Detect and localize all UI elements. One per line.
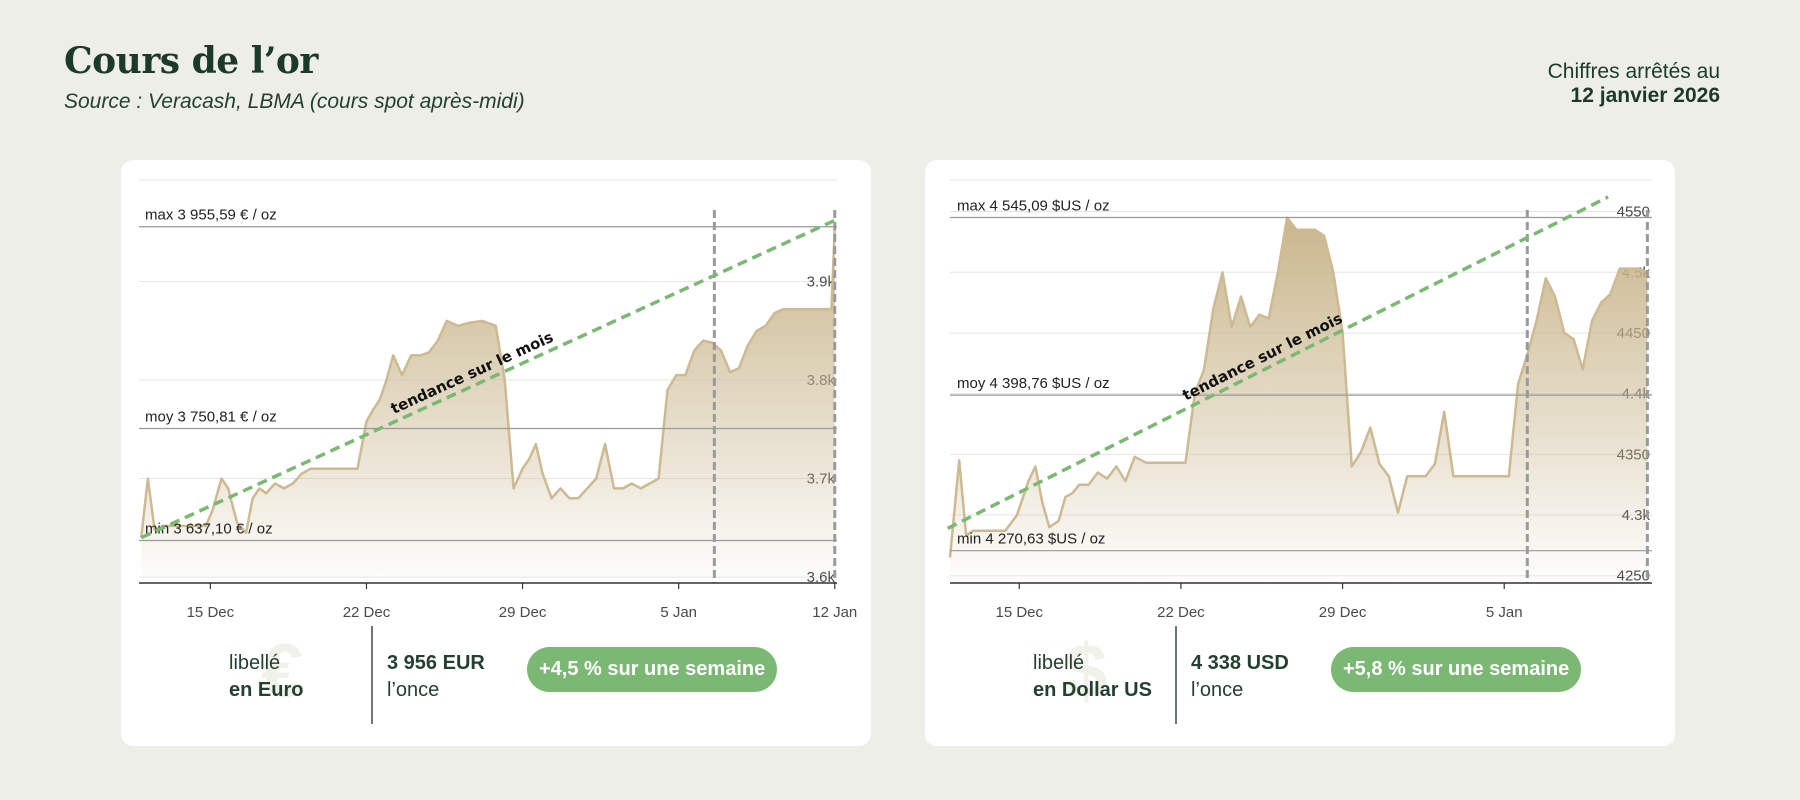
reference-label: max 3 955,59 € / oz [145,207,277,224]
price-line [139,226,837,538]
x-tick-label: 12 Jan [812,604,857,620]
currency-label-line1: libellé [1033,652,1085,674]
currency-label: libellé en Dollar US [1033,650,1152,704]
as-of-date: Chiffres arrêtés au 12 janvier 2026 [1548,60,1720,108]
price-area [950,217,1648,583]
x-tick-label: 29 Dec [1319,604,1367,620]
as-of-value: 12 janvier 2026 [1570,84,1720,107]
currency-label-line1: libellé [229,652,281,674]
dollar-symbol-icon: $ [1065,629,1108,714]
page-subtitle: Source : Veracash, LBMA (cours spot aprè… [64,90,525,113]
x-tick-label: 22 Dec [343,604,391,620]
x-tick-label: 29 Dec [499,604,547,620]
card-footer-euro: € libellé en Euro 3 956 EUR l’once +4,5 … [121,626,871,736]
euro-symbol-icon: € [261,629,304,714]
price-block: 4 338 USD l’once [1191,650,1289,704]
currency-label-line2: en Euro [229,679,304,701]
footer-divider [371,626,373,724]
gold-chart-dollar: 42504.3k43504.4k44504.5k4550max 4 545,09… [946,179,1652,620]
reference-label: min 3 637,10 € / oz [145,521,273,538]
as-of-label: Chiffres arrêtés au [1547,60,1720,83]
y-tick-label: 4550 [1617,204,1650,221]
trend-line [946,195,1609,530]
weekly-change-badge: +5,8 % sur une semaine [1331,647,1582,692]
chart-card-dollar: 42504.3k43504.4k44504.5k4550max 4 545,09… [925,160,1675,746]
price-unit: l’once [1191,679,1244,701]
footer-divider [1175,626,1177,724]
x-tick-label: 5 Jan [660,604,697,620]
price-value: 3 956 EUR [387,652,485,674]
price-block: 3 956 EUR l’once [387,650,485,704]
price-area [141,226,835,583]
card-footer-dollar: $ libellé en Dollar US 4 338 USD l’once … [925,626,1675,736]
price-line [948,216,1648,558]
x-tick-label: 5 Jan [1486,604,1523,620]
currency-label-line2: en Dollar US [1033,679,1152,701]
x-tick-label: 22 Dec [1157,604,1205,620]
x-tick-label: 15 Dec [187,604,235,620]
reference-label: max 4 545,09 $US / oz [957,198,1110,215]
page-title: Cours de l’or [64,40,318,82]
reference-label: min 4 270,63 $US / oz [957,531,1105,548]
currency-label: libellé en Euro [229,650,303,704]
price-unit: l’once [387,679,440,701]
price-value: 4 338 USD [1191,652,1289,674]
reference-label: moy 3 750,81 € / oz [145,408,277,425]
y-tick-label: 3.9k [807,273,836,290]
x-tick-label: 15 Dec [996,604,1044,620]
reference-label: moy 4 398,76 $US / oz [957,375,1110,392]
weekly-change-badge: +4,5 % sur une semaine [527,647,778,692]
